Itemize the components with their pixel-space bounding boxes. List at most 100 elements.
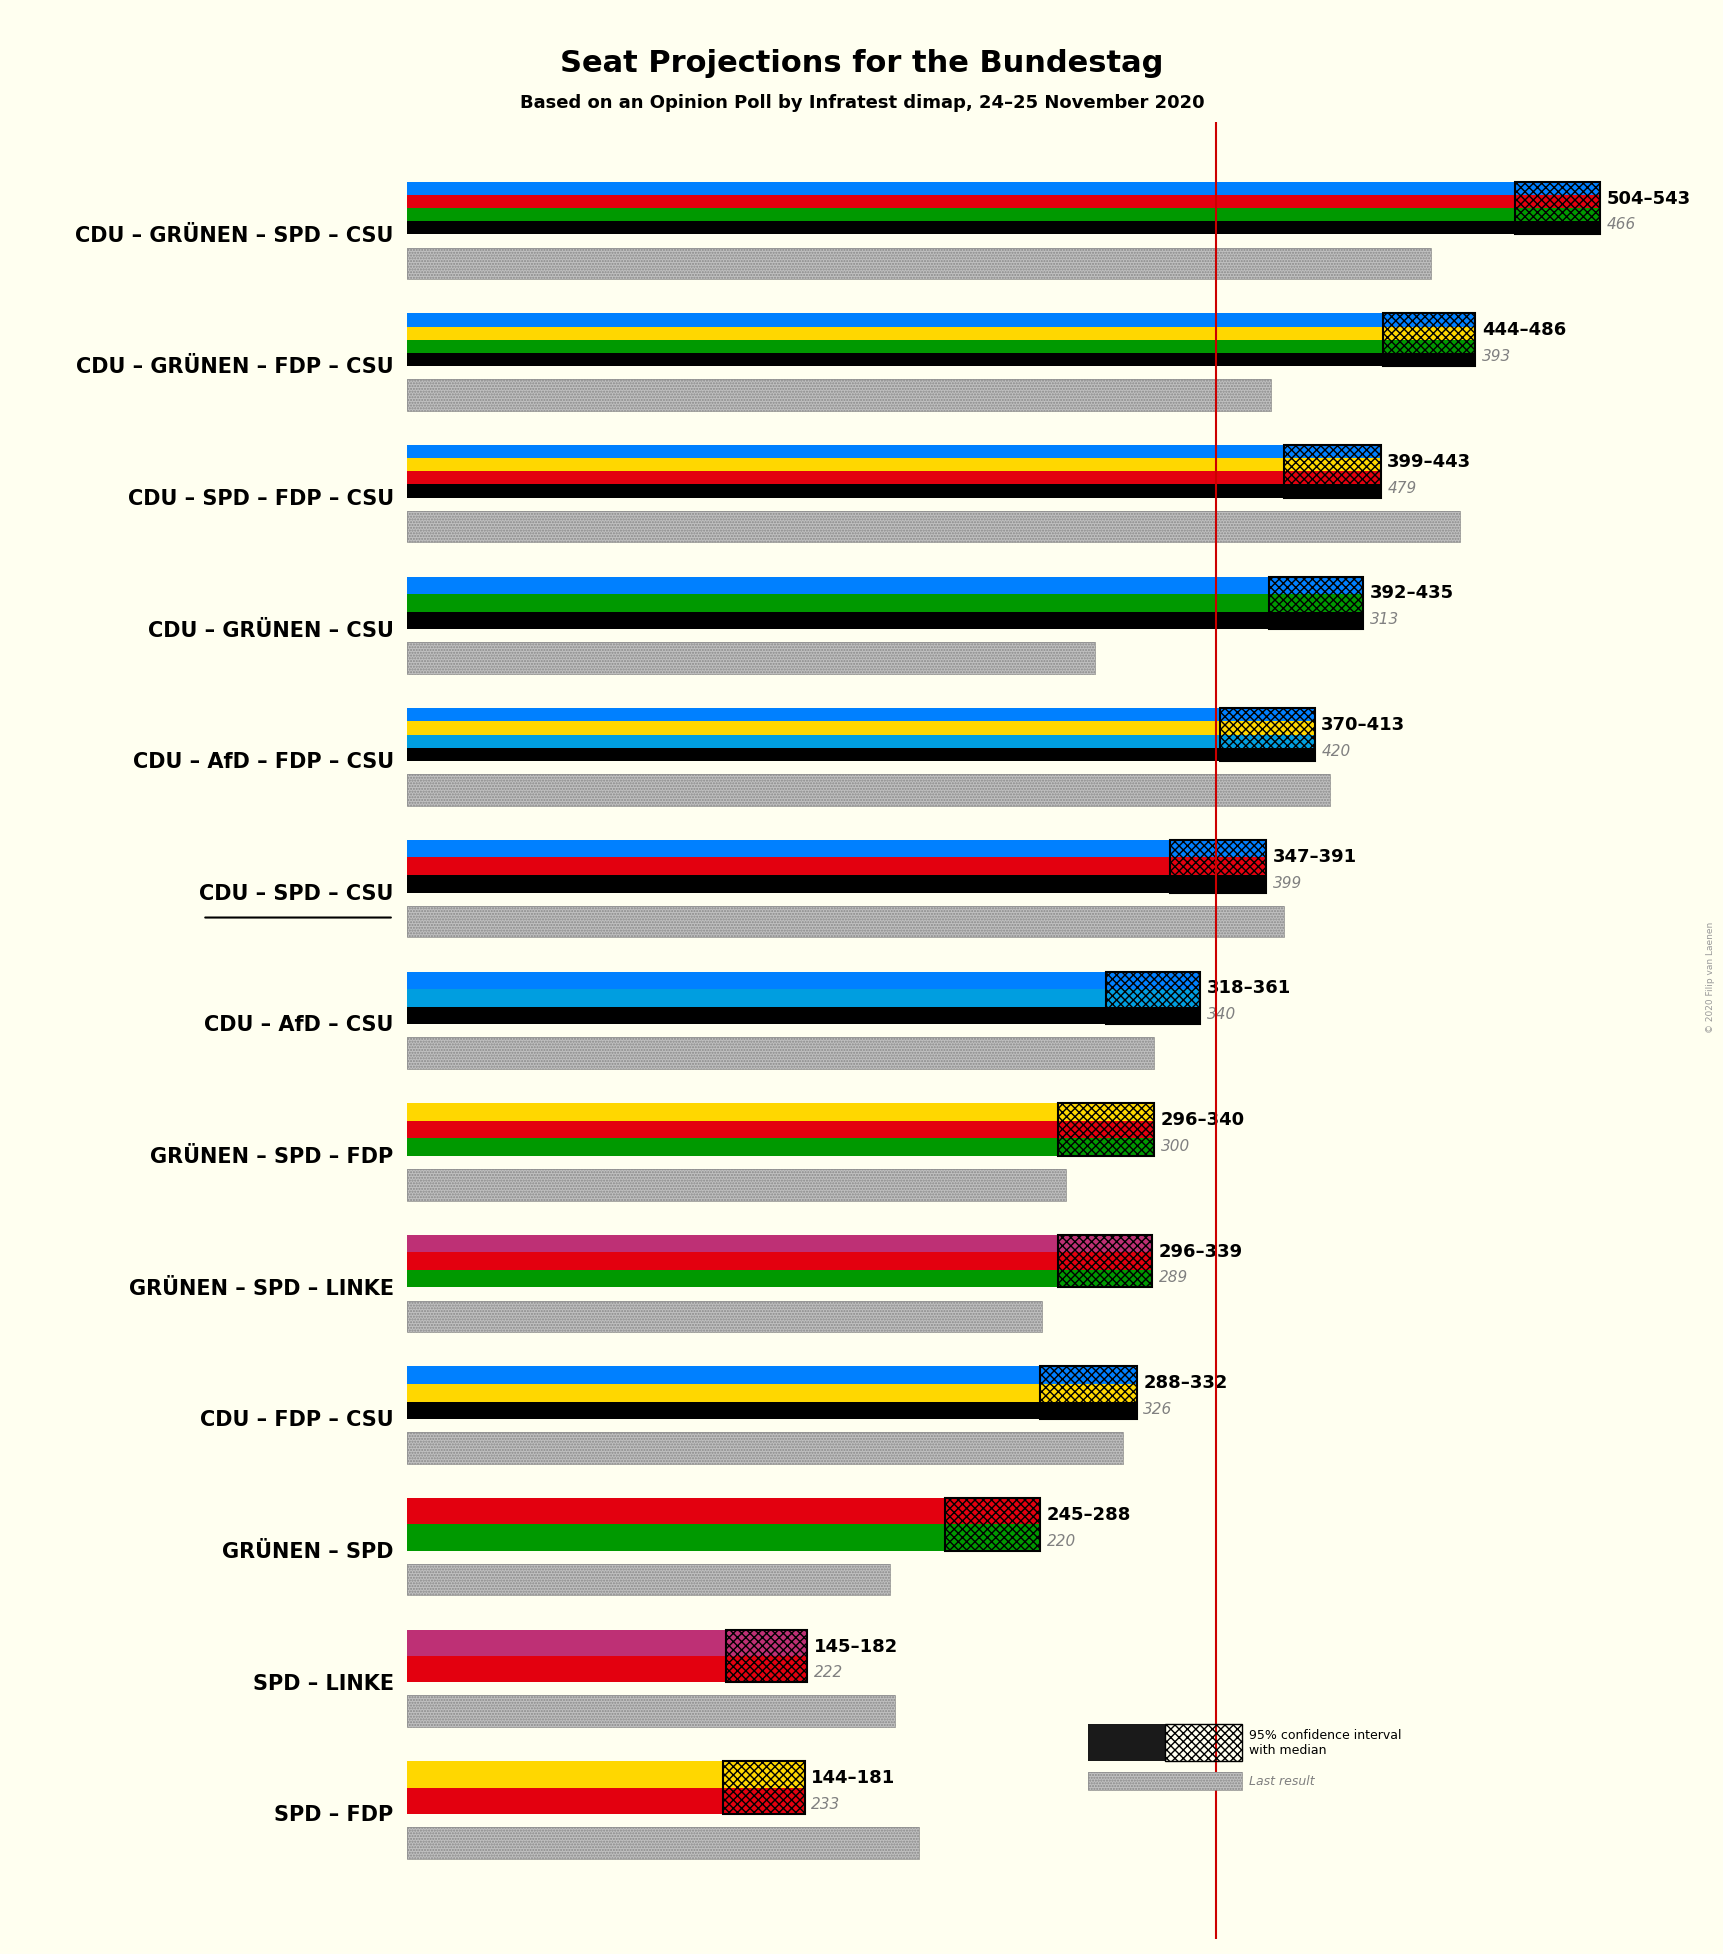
Bar — [1087, 1772, 1242, 1790]
Bar — [407, 248, 1430, 279]
Text: 392–435: 392–435 — [1368, 584, 1452, 602]
Bar — [407, 774, 1330, 805]
Bar — [407, 446, 1380, 457]
Text: 444–486: 444–486 — [1480, 320, 1564, 340]
Bar — [1284, 446, 1380, 498]
Bar — [407, 840, 1266, 858]
Bar — [407, 1432, 1123, 1464]
Text: 370–413: 370–413 — [1320, 715, 1404, 735]
Bar — [407, 576, 1363, 594]
Text: 479: 479 — [1387, 481, 1416, 496]
Bar — [407, 1038, 1154, 1069]
Bar — [407, 1168, 1067, 1200]
Bar — [407, 1301, 1041, 1333]
Bar — [407, 510, 1459, 543]
Bar — [407, 1761, 805, 1788]
Bar — [407, 340, 1475, 354]
Bar — [407, 1383, 1135, 1401]
Bar — [1056, 1235, 1151, 1288]
Bar — [407, 1696, 894, 1727]
Bar — [407, 510, 1459, 543]
Bar — [407, 221, 1599, 234]
Bar — [407, 1104, 1154, 1122]
Text: 399–443: 399–443 — [1387, 453, 1470, 471]
Bar — [407, 195, 1599, 207]
Bar — [407, 379, 1270, 410]
Bar — [407, 485, 1380, 498]
Text: 245–288: 245–288 — [1046, 1507, 1130, 1524]
Bar — [407, 1235, 1151, 1253]
Bar — [407, 774, 1330, 805]
Text: 393: 393 — [1480, 350, 1509, 363]
Bar — [407, 471, 1380, 485]
Text: 145–182: 145–182 — [813, 1637, 898, 1655]
Text: 233: 233 — [812, 1798, 841, 1811]
Text: 144–181: 144–181 — [812, 1768, 894, 1788]
Bar — [407, 971, 1199, 989]
Bar — [407, 707, 1315, 721]
Bar — [1039, 1366, 1135, 1419]
Text: CDU – AfD – FDP – CSU: CDU – AfD – FDP – CSU — [133, 752, 393, 772]
Text: Based on an Opinion Poll by Infratest dimap, 24–25 November 2020: Based on an Opinion Poll by Infratest di… — [519, 94, 1204, 111]
Bar — [407, 858, 1266, 875]
Text: SPD – LINKE: SPD – LINKE — [252, 1675, 393, 1694]
Bar — [407, 313, 1475, 326]
Text: 347–391: 347–391 — [1272, 848, 1356, 866]
Bar — [407, 1122, 1154, 1139]
Bar — [407, 457, 1380, 471]
Text: 504–543: 504–543 — [1606, 190, 1690, 207]
Text: 220: 220 — [1046, 1534, 1075, 1550]
Text: SPD – FDP: SPD – FDP — [274, 1805, 393, 1825]
Text: 326: 326 — [1142, 1403, 1172, 1417]
Text: 222: 222 — [813, 1665, 843, 1680]
Bar — [407, 748, 1315, 760]
Bar — [407, 1788, 805, 1813]
Bar — [407, 594, 1363, 612]
Bar — [407, 1139, 1154, 1155]
Bar — [407, 1301, 1041, 1333]
Bar — [407, 735, 1315, 748]
Bar — [407, 1524, 1039, 1551]
Bar — [407, 248, 1430, 279]
Text: 288–332: 288–332 — [1142, 1374, 1227, 1393]
Text: © 2020 Filip van Laenen: © 2020 Filip van Laenen — [1706, 922, 1714, 1032]
Bar — [407, 326, 1475, 340]
Bar — [407, 643, 1094, 674]
Text: 399: 399 — [1272, 875, 1301, 891]
Bar — [1220, 707, 1315, 760]
Bar — [407, 1499, 1039, 1524]
Text: CDU – SPD – CSU: CDU – SPD – CSU — [200, 883, 393, 905]
Bar — [407, 643, 1094, 674]
Bar — [725, 1630, 806, 1682]
Text: 313: 313 — [1368, 612, 1397, 627]
Bar — [407, 1563, 891, 1594]
Bar — [407, 612, 1363, 629]
Bar — [1382, 313, 1475, 365]
Bar — [407, 1630, 806, 1655]
Text: GRÜNEN – SPD: GRÜNEN – SPD — [222, 1542, 393, 1561]
Bar — [1056, 1104, 1154, 1155]
Text: 340: 340 — [1206, 1006, 1235, 1022]
Bar — [407, 1401, 1135, 1419]
Bar — [944, 1499, 1039, 1551]
Bar — [1168, 840, 1266, 893]
Bar — [407, 182, 1599, 195]
Text: 318–361: 318–361 — [1206, 979, 1291, 997]
Bar — [407, 207, 1599, 221]
Text: CDU – GRÜNEN – SPD – CSU: CDU – GRÜNEN – SPD – CSU — [76, 225, 393, 246]
Bar — [407, 1827, 918, 1858]
Bar — [407, 1696, 894, 1727]
Text: CDU – SPD – FDP – CSU: CDU – SPD – FDP – CSU — [128, 488, 393, 508]
Bar — [407, 1432, 1123, 1464]
Text: CDU – AfD – CSU: CDU – AfD – CSU — [205, 1016, 393, 1036]
Bar — [407, 379, 1270, 410]
Text: 289: 289 — [1158, 1270, 1187, 1286]
Bar — [1165, 1725, 1242, 1761]
Bar — [1515, 182, 1599, 234]
Bar — [407, 907, 1284, 938]
Text: Seat Projections for the Bundestag: Seat Projections for the Bundestag — [560, 49, 1163, 78]
Text: 420: 420 — [1320, 744, 1349, 758]
Bar — [407, 1827, 918, 1858]
Text: 95% confidence interval
with median: 95% confidence interval with median — [1247, 1729, 1401, 1757]
Bar — [407, 907, 1284, 938]
